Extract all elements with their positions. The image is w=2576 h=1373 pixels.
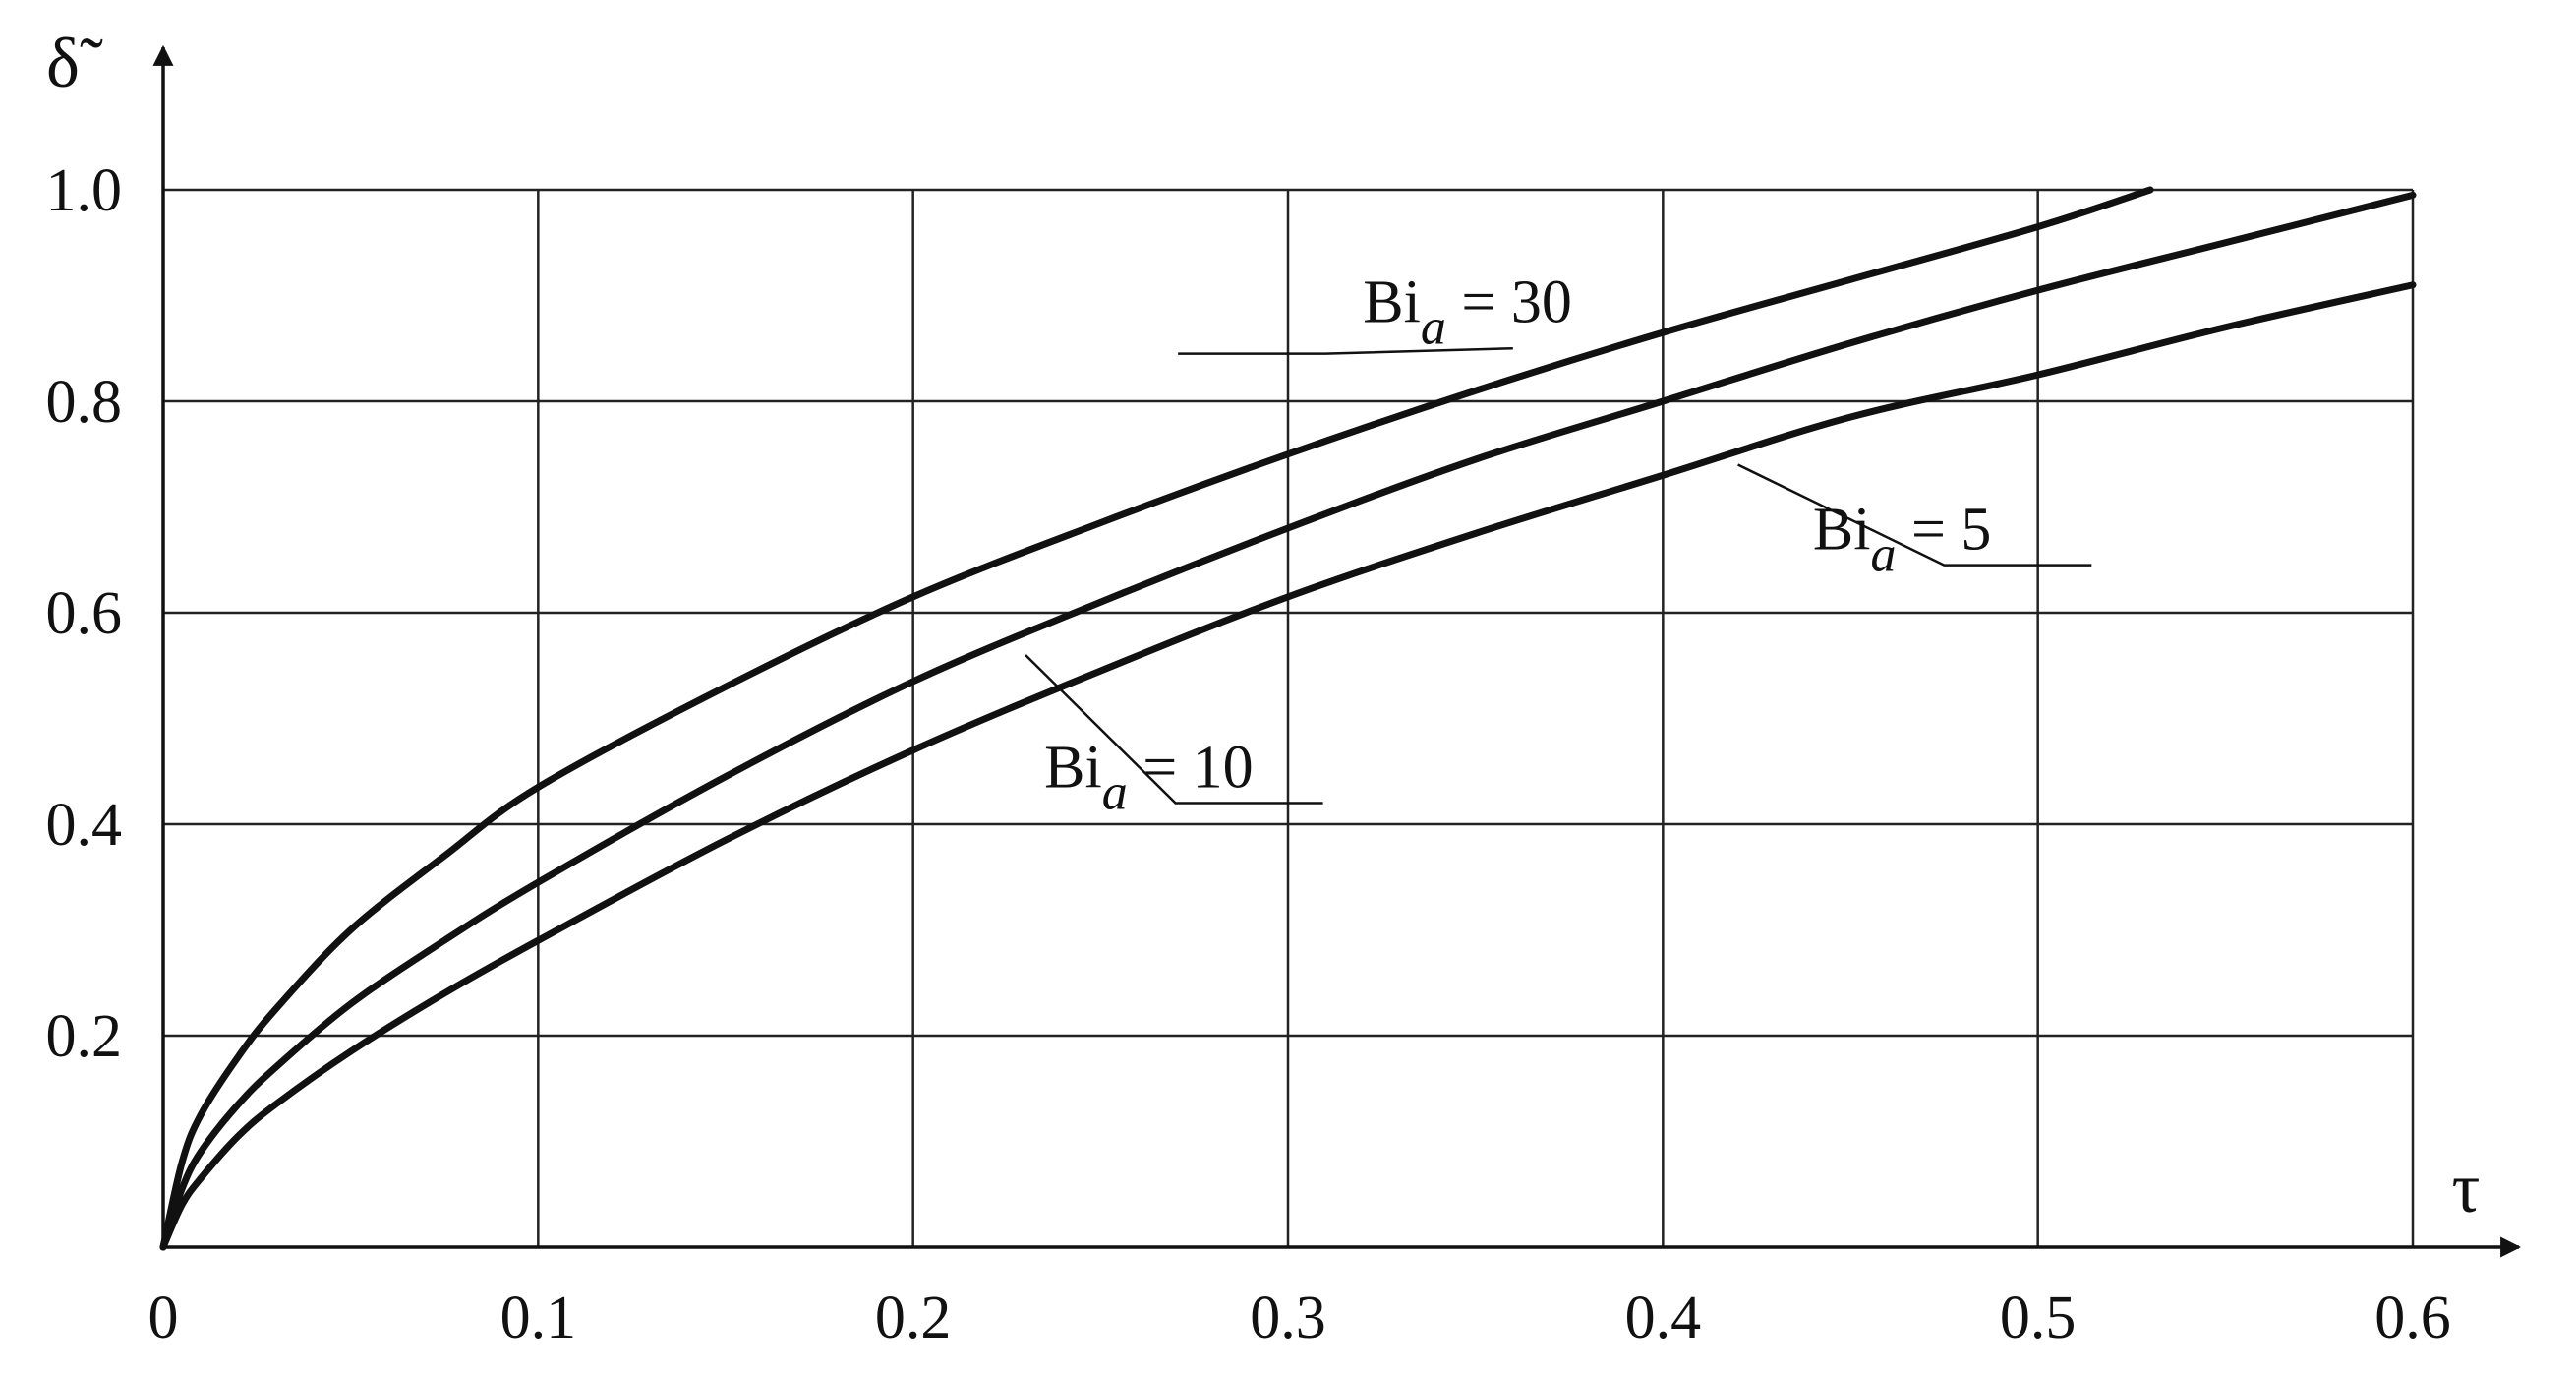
series-label-2: Bia = 5 [1813,497,1992,583]
x-tick-label: 0.3 [1250,1284,1326,1351]
x-tick-label: 0 [148,1284,179,1351]
series-line-0 [159,186,2154,1251]
leader-line-1 [1025,654,1323,805]
series-group [159,186,2417,1251]
y-tick-label: 0.6 [46,580,123,647]
y-tick-label: 1.0 [46,157,123,224]
series-label-0: Bia = 30 [1363,269,1572,355]
y-tick-label: 0.4 [46,792,123,859]
y-tick-label: 0.2 [46,1003,123,1070]
x-tick-label: 0.6 [2374,1284,2451,1351]
x-tick-label: 0.2 [875,1284,952,1351]
series-line-1 [159,191,2417,1251]
y-tick-label: 0.8 [46,369,123,436]
series-label-1: Bia = 10 [1044,734,1254,820]
tick-labels: τ δ̃ 0 0.1 0.2 0.3 0.4 0.5 0.6 0.2 0.4 0.6 0.8 1.0 [46,24,2481,1351]
axes [152,44,2522,1258]
grid-lines [163,188,2415,1247]
x-tick-label: 0.4 [1625,1284,1702,1351]
y-axis-symbol: δ̃ [46,24,103,102]
series-line-2 [159,281,2417,1251]
x-tick-label: 0.1 [500,1284,577,1351]
leader-line-2 [1737,463,2092,567]
x-tick-label: 0.5 [2000,1284,2077,1351]
leader-line-0 [1178,347,1513,355]
x-axis-symbol: τ [2452,1149,2481,1227]
annotation-group: Bia = 30 Bia = 10 Bia = 5 [1025,269,2092,820]
